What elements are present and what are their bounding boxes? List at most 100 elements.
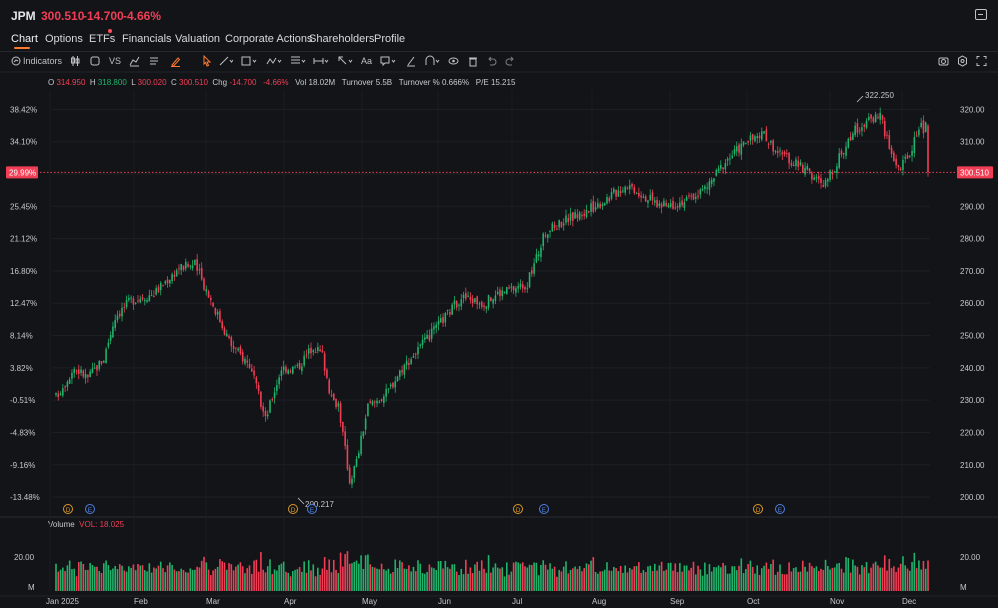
candle-body xyxy=(478,303,481,305)
turnover-pct-label: Turnover % xyxy=(398,78,440,87)
magnet-icon[interactable] xyxy=(424,55,440,67)
candle-body xyxy=(499,289,501,297)
candle-body xyxy=(187,263,189,267)
volume-bar xyxy=(412,566,415,591)
shape-tool-icon[interactable] xyxy=(241,55,257,67)
volume-bar xyxy=(760,568,763,591)
area-icon[interactable] xyxy=(129,55,140,67)
volume-bar xyxy=(93,566,96,591)
candle-body xyxy=(191,265,194,269)
volume-bar xyxy=(783,574,786,591)
tab-etfs[interactable]: ETFs xyxy=(89,33,116,45)
tab-chart[interactable]: Chart xyxy=(11,33,38,45)
fullscreen-icon[interactable] xyxy=(976,55,987,67)
candle-body xyxy=(551,223,554,232)
tab-options[interactable]: Options xyxy=(45,33,83,45)
fib-tool-icon[interactable] xyxy=(290,55,306,67)
compare-button[interactable]: VS xyxy=(109,56,122,66)
tab-valuation[interactable]: Valuation xyxy=(175,33,221,45)
candle-body xyxy=(439,318,442,323)
indicators-icon[interactable] xyxy=(11,56,21,68)
camera-icon[interactable] xyxy=(938,55,949,67)
candle-body xyxy=(419,344,422,346)
candle-body xyxy=(626,187,629,189)
candle-body xyxy=(392,382,394,388)
volume-bar xyxy=(162,568,164,591)
right-axis-tick: 250.00 xyxy=(960,332,985,341)
candle-body xyxy=(788,152,790,164)
redo-icon[interactable] xyxy=(505,55,516,67)
volume-bar xyxy=(842,572,845,591)
volume-bar xyxy=(369,564,371,591)
candle-body xyxy=(745,142,747,144)
right-axis-tick: 290.00 xyxy=(960,202,985,211)
tab-financials[interactable]: Financials xyxy=(122,33,172,45)
candle-body xyxy=(924,122,927,133)
candle-body xyxy=(364,418,367,430)
undo-icon[interactable] xyxy=(486,55,497,67)
left-axis-tick: 16.80% xyxy=(10,267,37,276)
candle-body xyxy=(562,223,565,226)
line-tool-icon[interactable] xyxy=(219,55,233,67)
candle-body xyxy=(301,366,303,371)
candle-body xyxy=(287,369,290,374)
volume-bar xyxy=(590,560,592,591)
volume-bar xyxy=(251,573,253,591)
tab-profile[interactable]: Profile xyxy=(374,33,406,45)
candle-type-icon[interactable] xyxy=(70,55,80,67)
candle-body xyxy=(528,272,531,288)
candle-body xyxy=(845,146,847,156)
volume-bar xyxy=(301,571,303,591)
measure-tool-icon[interactable] xyxy=(313,55,329,67)
eye-icon[interactable] xyxy=(448,55,459,67)
volume-bar xyxy=(813,568,815,591)
volume-bar xyxy=(804,566,806,591)
candle-body xyxy=(401,370,403,373)
draw-icon[interactable] xyxy=(170,55,181,67)
comment-icon[interactable] xyxy=(380,55,396,67)
cursor-icon[interactable] xyxy=(202,55,212,67)
volume-bar xyxy=(146,571,148,591)
candle-body xyxy=(692,193,695,200)
candle-body xyxy=(808,168,811,172)
candle-body xyxy=(480,301,483,307)
tab-corporate-actions[interactable]: Corporate Actions xyxy=(225,33,313,45)
volume-bar xyxy=(706,574,708,591)
volume-bar xyxy=(148,563,151,591)
candle-body xyxy=(380,399,383,402)
volume-bar xyxy=(883,555,886,591)
candle-body xyxy=(854,125,856,136)
volume-bar xyxy=(918,560,920,591)
candle-body xyxy=(276,385,278,392)
volume-bar xyxy=(437,561,440,591)
candle-body xyxy=(460,299,463,307)
candle-body xyxy=(123,307,126,309)
volume-bar xyxy=(460,568,463,591)
trash-icon[interactable] xyxy=(468,55,478,67)
tab-shareholders[interactable]: Shareholders xyxy=(309,33,375,45)
text-tool-button[interactable]: Aa xyxy=(361,56,373,66)
volume-bar xyxy=(542,560,545,591)
arrow-tool-icon[interactable] xyxy=(337,55,353,67)
candle-body xyxy=(624,186,626,193)
candle-body xyxy=(118,313,121,316)
volume-bar xyxy=(273,569,276,591)
pattern-tool-icon[interactable] xyxy=(266,55,282,67)
left-axis-tick: 8.14% xyxy=(10,332,33,341)
chg-label: Chg xyxy=(212,78,228,87)
candle-body xyxy=(257,384,260,392)
event-marker-label: E xyxy=(88,507,93,514)
candle-body xyxy=(540,247,542,258)
volume-bar xyxy=(216,566,219,591)
list-icon[interactable] xyxy=(149,55,159,67)
volume-bar xyxy=(221,561,224,591)
settings-icon[interactable] xyxy=(957,55,968,67)
candle-body xyxy=(521,284,524,289)
brush-icon[interactable] xyxy=(406,55,416,67)
indicators-button[interactable]: Indicators xyxy=(23,56,63,66)
candle-body xyxy=(601,204,604,206)
volume-bar xyxy=(342,566,344,591)
square-icon[interactable] xyxy=(90,55,100,67)
exit-icon[interactable] xyxy=(975,9,987,20)
